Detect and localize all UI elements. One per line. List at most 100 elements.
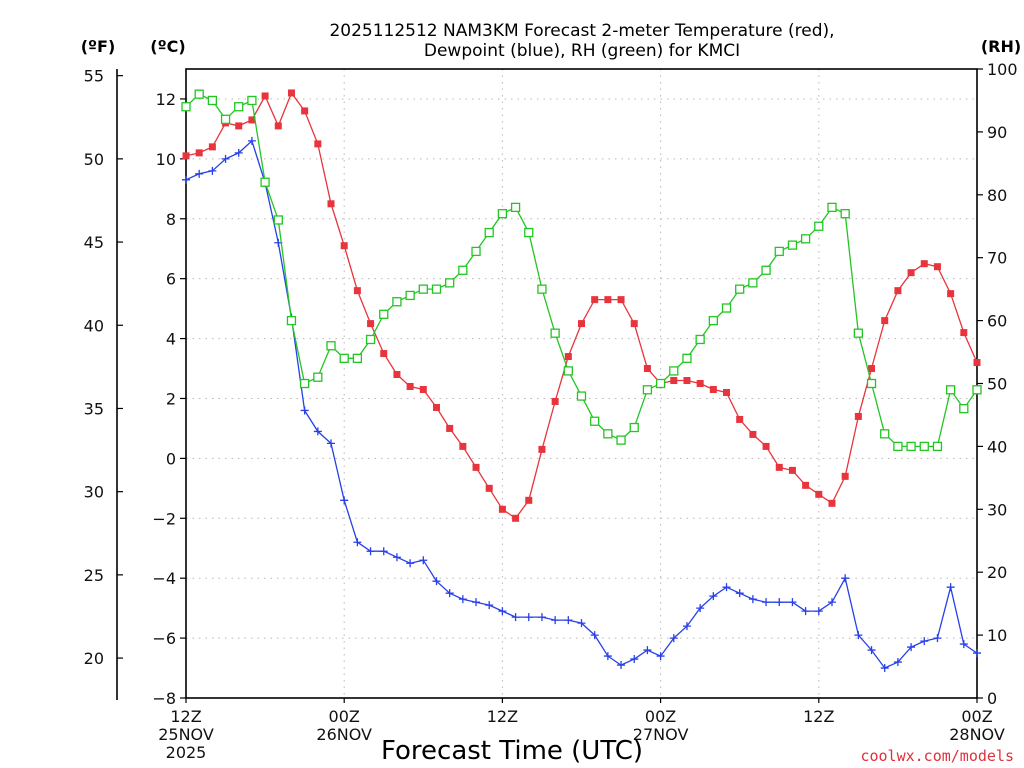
dewpoint-point	[419, 556, 428, 565]
dewpoint-point	[643, 646, 652, 655]
2-meter-temperature-point	[564, 353, 572, 361]
2-meter-temperature-point	[512, 514, 520, 522]
x-tick-label: 26NOV	[316, 725, 372, 744]
2-meter-temperature-point	[854, 412, 862, 420]
2-meter-temperature-point	[920, 260, 928, 268]
rh-point	[273, 215, 283, 225]
rh-point	[247, 95, 257, 106]
dewpoint-point	[907, 643, 916, 652]
title-line-1: 2025112512 NAM3KM Forecast 2-meter Tempe…	[329, 21, 834, 41]
dewpoint-point	[959, 640, 968, 649]
rh-point	[695, 334, 705, 345]
dewpoint-point	[880, 664, 889, 673]
x-tick-label: 00Z	[329, 707, 360, 726]
rh-tick-label: 100	[987, 60, 1018, 79]
2-meter-temperature-point	[683, 377, 691, 385]
fahrenheit-tick-label: 45	[84, 233, 104, 252]
dewpoint-point	[893, 658, 902, 667]
rh-point	[458, 265, 468, 275]
rh-point	[563, 366, 573, 376]
2-meter-temperature-point	[551, 397, 559, 405]
rh-point	[576, 391, 587, 401]
rh-tick-label: 30	[987, 500, 1007, 519]
rh-point	[339, 353, 349, 363]
dewpoint-point	[392, 553, 401, 562]
rh-point	[497, 209, 508, 219]
2-meter-temperature-point	[670, 377, 678, 385]
dewpoint-point	[472, 598, 481, 607]
dewpoint-point	[445, 589, 454, 598]
dewpoint-point	[498, 607, 507, 616]
rh-point	[906, 441, 916, 452]
rh-point	[866, 378, 877, 389]
2-meter-temperature-point	[933, 263, 941, 271]
dewpoint-point	[696, 604, 705, 613]
2-meter-temperature-point	[327, 200, 335, 208]
dewpoint-point	[195, 169, 204, 178]
rh-point	[510, 202, 521, 213]
rh-point	[853, 328, 863, 338]
dewpoint-point	[208, 166, 217, 175]
rh-tick-label: 60	[987, 312, 1007, 331]
dewpoint-point	[748, 595, 757, 604]
dewpoint-point	[353, 538, 362, 547]
rh-point	[313, 372, 323, 382]
dewpoint-point	[524, 613, 533, 622]
2-meter-temperature-point	[261, 92, 269, 100]
dewpoint-point	[775, 598, 784, 607]
celsius-tick-label: 6	[166, 270, 176, 289]
2-meter-temperature-point	[802, 481, 810, 489]
celsius-tick-label: −4	[152, 569, 176, 588]
celsius-tick-label: 4	[166, 330, 176, 349]
dewpoint-point	[551, 616, 560, 625]
dewpoint-point	[617, 661, 626, 670]
2-meter-temperature-point	[314, 140, 322, 148]
2-meter-temperature-point	[591, 296, 599, 304]
x-tick-label: 12Z	[170, 707, 201, 726]
2-meter-temperature-point	[894, 287, 902, 295]
x-tick-label: 28NOV	[949, 725, 1005, 744]
rh-point	[761, 265, 771, 275]
rh-point	[418, 284, 428, 294]
rh-point	[814, 221, 824, 231]
fahrenheit-tick-label: 50	[84, 150, 104, 169]
2-meter-temperature-point	[472, 463, 480, 471]
rh-point	[445, 278, 455, 288]
2-meter-temperature-point	[762, 442, 770, 450]
dewpoint-point	[590, 631, 599, 640]
dewpoint-point	[406, 559, 415, 568]
2-meter-temperature-point	[367, 320, 375, 328]
rh-point	[721, 303, 732, 313]
2-meter-temperature-point	[419, 385, 427, 393]
x-axis-label: Forecast Time (UTC)	[381, 736, 643, 766]
dewpoint-point	[735, 589, 744, 598]
2-meter-temperature-point	[340, 242, 348, 250]
rh-tick-label: 50	[987, 375, 1007, 394]
2-meter-temperature-point	[868, 365, 876, 373]
dewpoint-point	[366, 547, 375, 556]
2-meter-temperature-point	[881, 317, 889, 325]
2-meter-temperature-point	[788, 466, 796, 474]
rh-point	[484, 227, 494, 238]
x-tick-label: 27NOV	[633, 725, 689, 744]
rh-point	[919, 441, 929, 452]
rh-point	[550, 328, 560, 338]
rh-point	[537, 284, 547, 294]
2-meter-temperature-point	[380, 350, 388, 358]
axes: 121086420−2−4−6−855504540353025201009080…	[84, 60, 1018, 762]
rh-point	[735, 284, 745, 294]
rh-point	[629, 422, 639, 433]
rh-point	[932, 441, 943, 452]
dewpoint-point	[841, 574, 850, 583]
dewpoint-point	[762, 598, 771, 607]
rh-point	[405, 290, 415, 301]
credit-text: coolwx.com/models	[860, 747, 1014, 765]
2-meter-temperature-point	[274, 122, 282, 130]
2-meter-temperature-point	[973, 359, 981, 367]
rh-point	[880, 429, 890, 439]
x-tick-label: 25NOV	[158, 725, 214, 744]
rh-point	[392, 297, 402, 307]
rh-point	[352, 353, 363, 363]
rh-point	[959, 404, 969, 414]
dewpoint-point	[247, 136, 256, 145]
